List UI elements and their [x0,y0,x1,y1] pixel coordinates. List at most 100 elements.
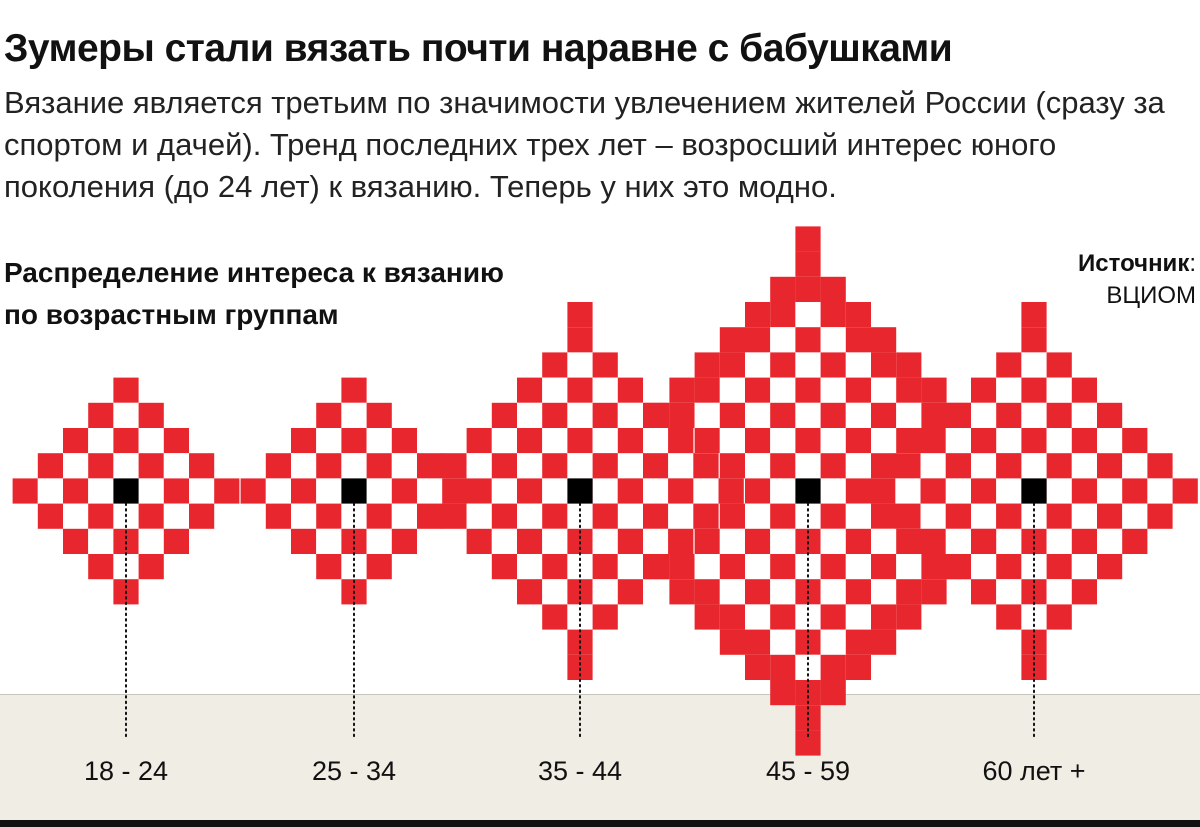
pattern-cell [417,453,443,479]
pattern-cell [567,402,593,428]
pattern-cell [1021,302,1047,328]
chart-subtitle-line-1: Распределение интереса к вязанию [4,257,504,288]
pattern-cell [366,554,392,580]
pattern-cell [795,377,821,403]
pattern-cell [920,478,946,504]
pattern-cell [316,554,342,580]
pattern-cell [820,503,846,529]
pattern-cell [265,503,291,529]
pattern-cell [745,579,771,605]
pattern-cell [845,503,871,529]
pattern-cell [845,402,871,428]
pattern-cell [316,402,342,428]
pattern-cell [694,579,720,605]
pattern-cell [491,478,517,504]
page-title: Зумеры стали вязать почти наравне с бабу… [4,27,953,70]
pattern-cell [971,428,997,454]
pattern-cell [1046,453,1072,479]
pattern-cell [138,478,164,504]
pattern-cell [971,402,997,428]
pattern-cell [845,478,871,504]
pattern-motif-3 [416,302,744,680]
age-group-label: 18 - 24 [84,756,168,786]
pattern-cell [366,428,392,454]
age-group-label: 25 - 34 [312,756,396,786]
pattern-cell [820,453,846,479]
pattern-cell [945,478,971,504]
pattern-cell [63,428,89,454]
pattern-cell [820,604,846,630]
pattern-cell [567,428,593,454]
pattern-cell [542,554,568,580]
pattern-cell [1147,503,1173,529]
pattern-cell [996,554,1022,580]
pattern-cell [871,503,897,529]
pattern-cell [517,478,543,504]
pattern-cell [896,352,922,378]
pattern-cell [491,428,517,454]
pattern-cell [945,528,971,554]
pattern-cell [491,554,517,580]
pattern-cell [996,503,1022,529]
pattern-cell [820,579,846,605]
pattern-cell [617,428,643,454]
pattern-cell [945,503,971,529]
pattern-cell [466,428,492,454]
pattern-cell [845,302,871,328]
pattern-cell [643,478,669,504]
pattern-cell [88,453,114,479]
pattern-cell [265,478,291,504]
pattern-cell [719,377,745,403]
pattern-cell [617,503,643,529]
pattern-cell [795,428,821,454]
pattern-cell [770,327,796,353]
pattern-cell [920,503,946,529]
pattern-cell [845,528,871,554]
pattern-cell [920,428,946,454]
pattern-cell [643,402,669,428]
pattern-cell [617,528,643,554]
pattern-cell [693,503,719,529]
pattern-cell [896,428,922,454]
pattern-cell [316,453,342,479]
chart-subtitle-line-2: по возрастным группам [4,299,339,330]
pattern-cell [88,478,114,504]
pattern-cell [37,453,63,479]
pattern-cell [1122,453,1148,479]
pattern-cell [542,402,568,428]
pattern-cell [567,352,593,378]
pattern-cell [643,453,669,479]
pattern-cell [694,528,720,554]
pattern-cell [189,503,215,529]
pattern-cell [820,402,846,428]
pattern-cell [770,579,796,605]
pattern-cell [466,478,492,504]
pattern-cell [871,453,897,479]
pattern-cell [542,352,568,378]
pattern-cell [592,352,618,378]
pattern-cell [945,428,971,454]
pattern-cell [542,428,568,454]
pattern-cell [567,327,593,353]
pattern-cell [871,604,897,630]
pattern-cell [366,528,392,554]
pattern-cell [745,604,771,630]
pattern-cell [1071,453,1097,479]
pattern-cell [189,478,215,504]
pattern-cell [845,579,871,605]
pattern-cell [643,503,669,529]
pattern-cell [845,604,871,630]
pattern-cell [366,478,392,504]
pattern-cell [1097,402,1123,428]
pattern-cell [1021,352,1047,378]
pattern-cell [971,503,997,529]
lede-paragraph: Вязание является третьим по значимости у… [4,85,1165,204]
pattern-cell [592,402,618,428]
pattern-cell [617,377,643,403]
pattern-cell [820,377,846,403]
pattern-cell [718,478,744,504]
pattern-motif-5 [870,302,1198,680]
pattern-cell [971,528,997,554]
pattern-cell [491,528,517,554]
pattern-cell [745,352,771,378]
